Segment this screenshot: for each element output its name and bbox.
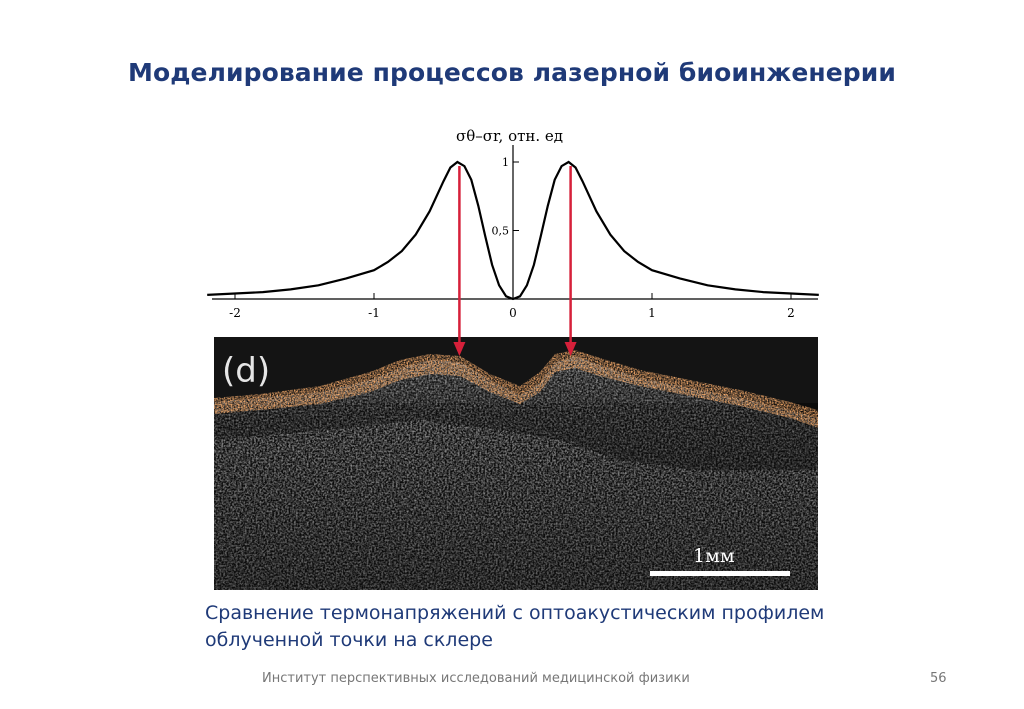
y-axis-label: σθ–σr, отн. ед — [456, 127, 563, 145]
surface-highlight — [214, 350, 818, 428]
caption-line-2: облученной точки на склере — [205, 629, 493, 651]
arrow-head — [453, 342, 466, 356]
peak-arrows — [453, 166, 577, 356]
x-tick-label: -1 — [368, 306, 380, 320]
stress-chart: σθ–σr, отн. ед -2 -1 0 1 2 0,51 — [207, 127, 819, 320]
x-tick-label: 1 — [648, 306, 656, 320]
stress-curve — [207, 160, 819, 301]
scale-bar — [650, 571, 790, 576]
y-tick-label: 1 — [502, 156, 509, 169]
y-ticks: 0,51 — [492, 156, 519, 238]
figure-caption: Сравнение термонапряжений с оптоакустиче… — [205, 600, 845, 654]
x-tick-label: 2 — [787, 306, 795, 320]
scale-bar-label: 1мм — [693, 545, 735, 567]
x-tick-label: -2 — [229, 306, 241, 320]
x-tick-label: 0 — [509, 306, 517, 320]
panel-label: (d) — [222, 351, 270, 391]
x-ticks: -2 -1 0 1 2 — [229, 293, 795, 320]
optoacoustic-image: (d) 1мм — [214, 337, 818, 590]
caption-line-1: Сравнение термонапряжений с оптоакустиче… — [205, 602, 825, 624]
arrow-head — [564, 342, 577, 356]
tissue-inner — [214, 420, 818, 590]
y-tick-label: 0,5 — [492, 225, 510, 238]
slide-title: Моделирование процессов лазерной биоинже… — [127, 58, 897, 87]
page-number: 56 — [930, 671, 947, 686]
footer-institute: Институт перспективных исследований меди… — [262, 671, 690, 686]
